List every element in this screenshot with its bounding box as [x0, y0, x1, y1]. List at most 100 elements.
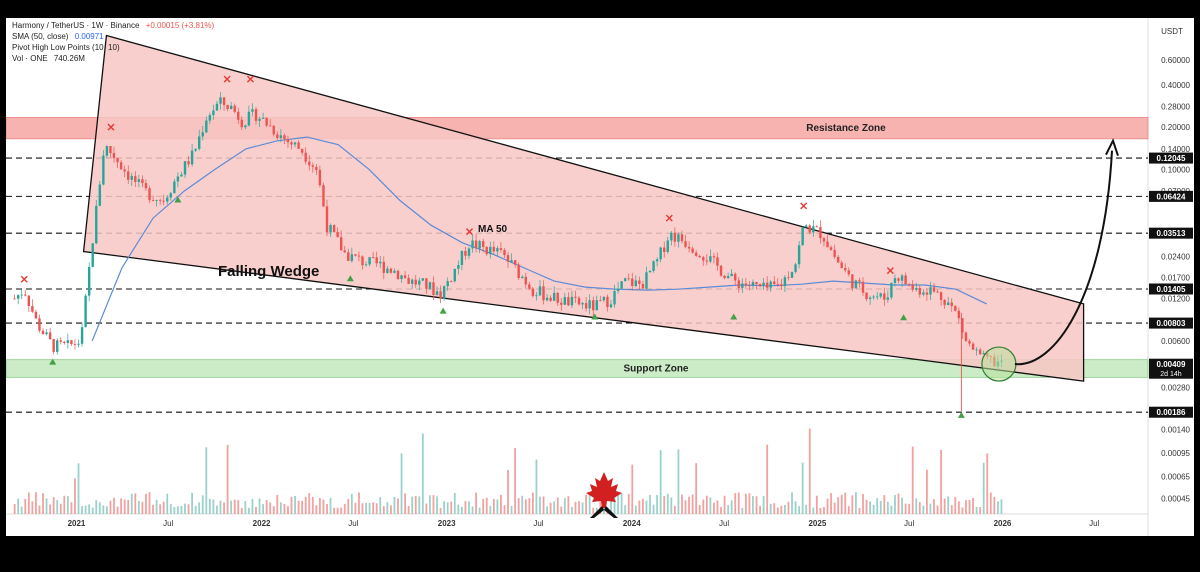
volume-bar-34: [134, 493, 137, 514]
volume-bar-176: [638, 500, 641, 514]
volume-bar-208: [752, 496, 754, 514]
volume-bar-43: [166, 493, 169, 514]
candle-body-10: [48, 332, 52, 340]
candle-body-123: [450, 281, 453, 282]
candle-body-100: [368, 257, 371, 265]
candle-body-99: [364, 264, 368, 266]
candle-body-38: [148, 188, 151, 201]
x-tick-label: 2026: [994, 519, 1012, 528]
pivot-high-icon-0: [20, 275, 28, 283]
y-tick-label: 0.01700: [1161, 273, 1190, 282]
volume-bar-263: [947, 496, 950, 514]
candle-body-167: [606, 296, 609, 308]
volume-bar-65: [244, 501, 247, 514]
candle-body-255: [918, 288, 922, 295]
volume-bar-52: [198, 502, 201, 514]
candle-body-50: [190, 150, 194, 165]
volume-bar-67: [251, 498, 254, 514]
volume-bar-91: [336, 507, 339, 514]
volume-bar-47: [180, 505, 183, 514]
candle-body-117: [428, 282, 432, 289]
volume-bar-188: [681, 494, 683, 514]
volume-bar-216: [780, 505, 783, 514]
candle-body-169: [613, 291, 616, 305]
pivot-high-icon-2: [223, 75, 231, 83]
candle-body-80: [297, 142, 300, 149]
volume-bar-211: [762, 496, 765, 514]
volume-bar-102: [375, 503, 378, 514]
volume-bar-243: [876, 498, 879, 514]
volume-bar-20: [84, 505, 87, 514]
volume-bar-180: [652, 504, 655, 514]
volume-bar-147: [535, 459, 538, 514]
volume-bar-111: [407, 506, 410, 514]
candle-body-217: [783, 277, 787, 287]
candle-body-145: [528, 284, 531, 289]
volume-bar-33: [130, 493, 133, 514]
volume-bar-113: [414, 495, 417, 514]
volume-bar-26: [106, 506, 108, 514]
candle-body-160: [581, 303, 584, 305]
volume-bar-70: [262, 504, 265, 514]
x-tick-label: 2022: [253, 519, 271, 528]
candle-body-139: [506, 255, 510, 262]
volume-bar-266: [957, 501, 960, 514]
volume-bar-155: [563, 498, 566, 514]
volume-bar-142: [517, 498, 520, 514]
volume-bar-252: [908, 503, 911, 514]
volume-bar-256: [922, 505, 925, 514]
volume-bar-160: [581, 502, 584, 514]
candle-body-182: [659, 247, 662, 260]
volume-bar-119: [436, 496, 438, 514]
volume-bar-101: [372, 502, 375, 514]
candle-body-170: [616, 288, 620, 292]
candle-body-201: [726, 276, 730, 279]
candle-body-97: [357, 255, 361, 257]
volume-bar-92: [340, 507, 343, 514]
candle-body-152: [552, 292, 556, 301]
volume-bar-200: [723, 495, 726, 514]
volume-bar-203: [734, 493, 737, 514]
volume-bar-134: [489, 505, 492, 514]
candle-body-144: [524, 276, 527, 285]
volume-bar-44: [169, 503, 172, 514]
candle-body-232: [836, 256, 840, 263]
candle-body-44: [169, 193, 173, 198]
candle-body-266: [957, 310, 961, 319]
price-label-box-6: [1149, 406, 1193, 418]
candle-body-3: [24, 294, 27, 296]
volume-bar-218: [787, 501, 790, 514]
volume-bar-141: [514, 448, 517, 514]
candle-body-26: [105, 146, 109, 156]
volume-bar-143: [521, 495, 524, 514]
volume-bar-230: [830, 493, 832, 514]
volume-bar-116: [425, 503, 428, 514]
volume-bar-3: [24, 499, 27, 514]
volume-bar-42: [162, 501, 165, 514]
candle-body-251: [904, 275, 907, 285]
candle-body-193: [698, 255, 701, 258]
volume-bar-30: [120, 498, 123, 514]
x-tick-label: Jul: [533, 519, 543, 528]
volume-bar-76: [283, 503, 286, 514]
candle-body-118: [432, 282, 435, 295]
candle-body-23: [95, 205, 98, 244]
volume-bar-248: [894, 495, 896, 514]
volume-bar-184: [666, 493, 669, 514]
pivot-low-icon-7: [957, 411, 965, 418]
x-tick-label: Jul: [719, 519, 729, 528]
candle-body-75: [279, 135, 283, 139]
volume-bar-24: [98, 502, 101, 514]
y-tick-label: 0.00600: [1161, 337, 1190, 346]
candle-body-269: [968, 340, 971, 344]
price-chart[interactable]: Resistance Zone Support Zone Falling Wedge…: [5, 18, 1194, 536]
candle-body-137: [499, 248, 503, 250]
volume-bar-104: [382, 506, 385, 514]
volume-bar-165: [599, 492, 602, 514]
volume-bar-197: [713, 502, 715, 514]
pivot-low-icon-3: [439, 307, 447, 314]
volume-bar-210: [759, 506, 761, 514]
candle-body-267: [961, 318, 964, 333]
accumulation-circle: [981, 346, 1017, 382]
volume-bar-251: [904, 503, 907, 514]
